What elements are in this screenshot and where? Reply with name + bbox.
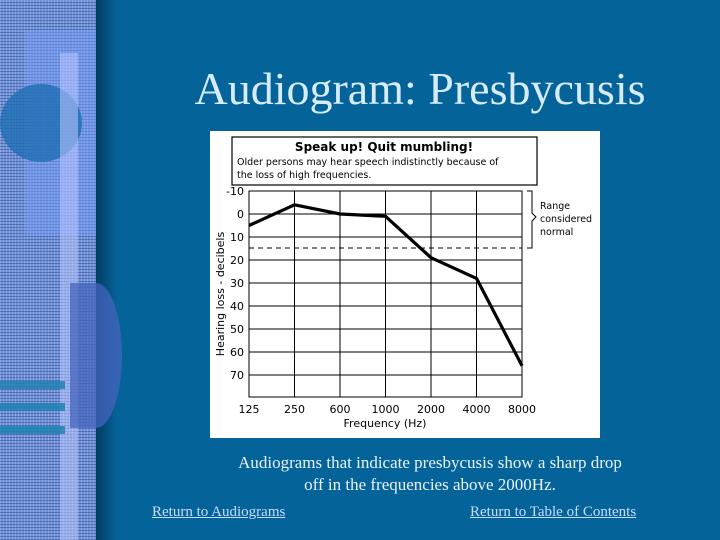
svg-text:-10: -10 [226,185,244,198]
chart-header-line1: Older persons may hear speech indistinct… [237,157,499,168]
svg-text:40: 40 [230,300,244,313]
svg-text:70: 70 [230,369,244,382]
svg-text:4000: 4000 [463,403,491,416]
svg-text:10: 10 [230,231,244,244]
x-axis-label: Frequency (Hz) [344,417,427,430]
return-to-audiograms-link[interactable]: Return to Audiograms [152,504,286,520]
caption-line-2: off in the frequencies above 2000Hz. [304,475,556,494]
decorative-left-panel [0,0,96,540]
y-axis-label: Hearing loss - decibels [214,232,227,357]
svg-text:30: 30 [230,277,244,290]
chart-header-box [231,136,538,186]
slide-caption: Audiograms that indicate presbycusis sho… [140,452,720,496]
range-bracket-icon [527,190,537,249]
range-label-2: considered [540,214,592,225]
audiogram-chart: Speak up! Quit mumbling! Older persons m… [210,131,600,438]
decorative-oval [70,283,122,428]
x-tick-labels: 125 250 600 1000 2000 4000 8000 [239,403,537,416]
svg-text:8000: 8000 [508,403,536,416]
svg-text:60: 60 [230,346,244,359]
svg-text:600: 600 [330,403,351,416]
svg-text:50: 50 [230,323,244,336]
range-label-1: Range [540,201,570,212]
slide-title: Audiogram: Presbycusis [194,63,646,114]
y-tick-labels: -10 0 10 20 30 40 50 60 70 [226,185,244,382]
caption-line-1: Audiograms that indicate presbycusis sho… [238,453,622,472]
svg-text:125: 125 [239,403,260,416]
svg-text:2000: 2000 [417,403,445,416]
decorative-stripe [0,381,65,389]
panel-shadow [96,0,118,540]
svg-text:0: 0 [237,208,244,221]
decorative-stripe [0,403,65,411]
series-line-presbycusis [248,203,524,367]
svg-text:250: 250 [284,403,305,416]
chart-svg: Speak up! Quit mumbling! Older persons m… [214,136,592,430]
svg-text:20: 20 [230,254,244,267]
chart-header-title: Speak up! Quit mumbling! [295,140,473,154]
chart-header-line2: the loss of high frequencies. [237,170,371,181]
return-to-toc-link[interactable]: Return to Table of Contents [470,504,637,520]
range-label-3: normal [540,227,573,238]
decorative-stripe [0,426,65,434]
chart-grid [248,190,523,398]
svg-text:1000: 1000 [372,403,400,416]
